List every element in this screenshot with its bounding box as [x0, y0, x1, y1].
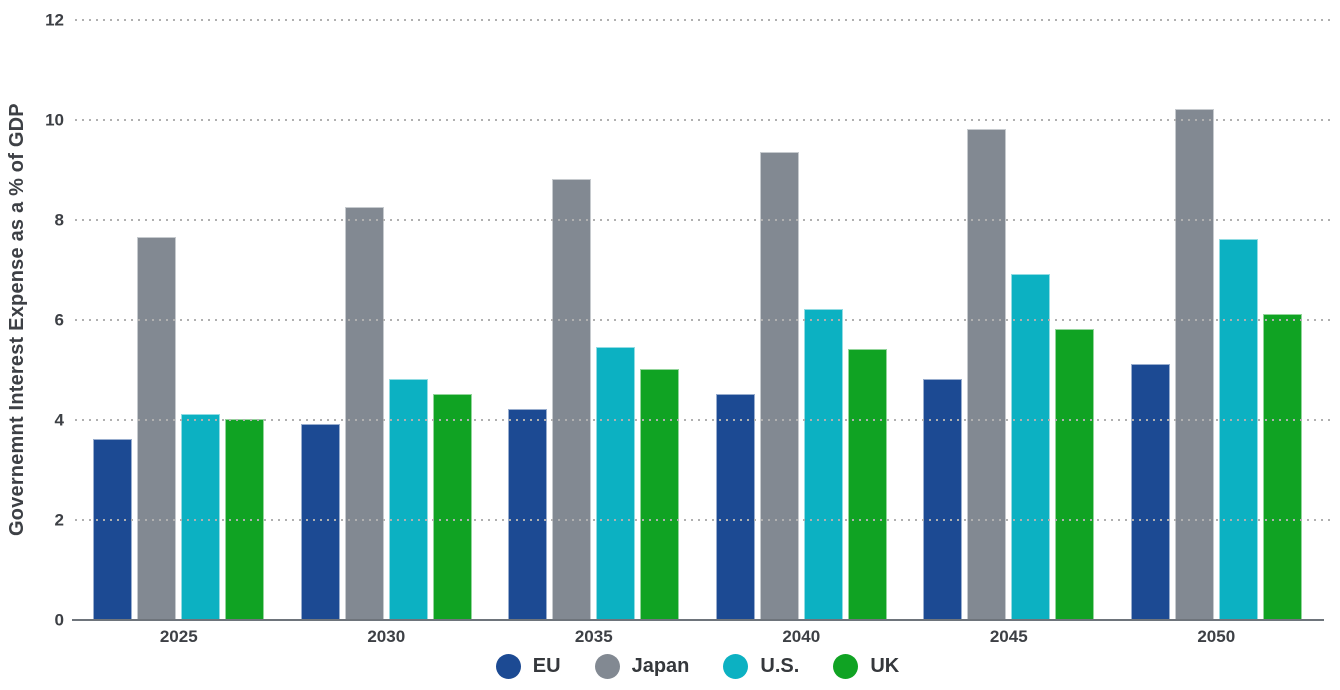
bar-u-s-2040 [803, 309, 843, 619]
bar-uk-2035 [640, 369, 680, 619]
bar-group-2050 [1113, 20, 1321, 619]
bar-japan-2030 [344, 206, 384, 619]
y-tick-label-4: 4 [54, 410, 64, 430]
bar-uk-2045 [1055, 329, 1095, 619]
bar-u-s-2025 [181, 414, 221, 619]
bar-uk-2050 [1262, 314, 1302, 619]
y-tick-label-8: 8 [54, 210, 64, 230]
legend-label-japan: Japan [631, 654, 690, 677]
plot-area: 0 2 4 6 8 10 12 [45, 12, 1332, 629]
bar-u-s-2050 [1218, 239, 1258, 619]
legend-label-u-s: U.S. [760, 654, 800, 677]
bar-u-s-2035 [596, 346, 636, 619]
gridline-y-10 [75, 119, 1332, 121]
bar-u-s-2045 [1011, 274, 1051, 619]
legend-label-eu: EU [532, 654, 561, 677]
bar-japan-2045 [967, 129, 1007, 619]
bar-japan-2035 [552, 179, 592, 619]
bar-eu-2025 [93, 439, 133, 619]
bar-eu-2030 [300, 424, 340, 619]
bar-eu-2045 [923, 379, 963, 619]
bar-u-s-2030 [388, 379, 428, 619]
gridline-y-8 [75, 219, 1332, 221]
legend-swatch-u-s [723, 653, 749, 679]
gridline-y-4 [75, 419, 1332, 421]
x-axis-labels: 2025 2030 2035 2040 2045 2050 [75, 627, 1320, 647]
bar-japan-2050 [1174, 109, 1214, 619]
bar-japan-2040 [759, 151, 799, 619]
y-tick-label-2: 2 [54, 510, 64, 530]
x-tick-label-2040: 2040 [782, 627, 821, 646]
bar-uk-2030 [432, 394, 472, 619]
y-axis-title: Governemnt Interest Expense as a % of GD… [6, 103, 28, 537]
y-tick-label-12: 12 [45, 10, 64, 30]
bar-eu-2035 [508, 409, 548, 619]
legend: EU Japan U.S. UK [75, 651, 1320, 681]
x-tick-label-2025: 2025 [159, 627, 198, 646]
bar-eu-2040 [715, 394, 755, 619]
bar-japan-2025 [137, 236, 177, 619]
x-tick-label-2050: 2050 [1197, 627, 1236, 646]
y-tick-label-6: 6 [54, 310, 64, 330]
legend-swatch-japan [594, 653, 620, 679]
gridline-y-6 [75, 319, 1332, 321]
gridline-y-12 [75, 19, 1332, 21]
x-axis-line [72, 619, 1324, 621]
bar-uk-2040 [847, 349, 887, 619]
legend-item-u-s[interactable]: U.S. [723, 653, 800, 679]
legend-swatch-uk [833, 653, 859, 679]
legend-item-eu[interactable]: EU [495, 653, 561, 679]
x-tick-label-2035: 2035 [574, 627, 613, 646]
bar-group-2035 [490, 20, 698, 619]
legend-label-uk: UK [870, 654, 900, 677]
gridline-y-2 [75, 519, 1332, 521]
y-tick-label-10: 10 [45, 110, 64, 130]
legend-item-uk[interactable]: UK [833, 653, 900, 679]
x-tick-label-2030: 2030 [367, 627, 406, 646]
x-tick-label-2045: 2045 [989, 627, 1028, 646]
bar-eu-2050 [1130, 364, 1170, 619]
legend-swatch-eu [495, 653, 521, 679]
legend-item-japan[interactable]: Japan [594, 653, 690, 679]
bar-group-2040 [698, 20, 906, 619]
y-tick-label-0: 0 [54, 610, 64, 630]
